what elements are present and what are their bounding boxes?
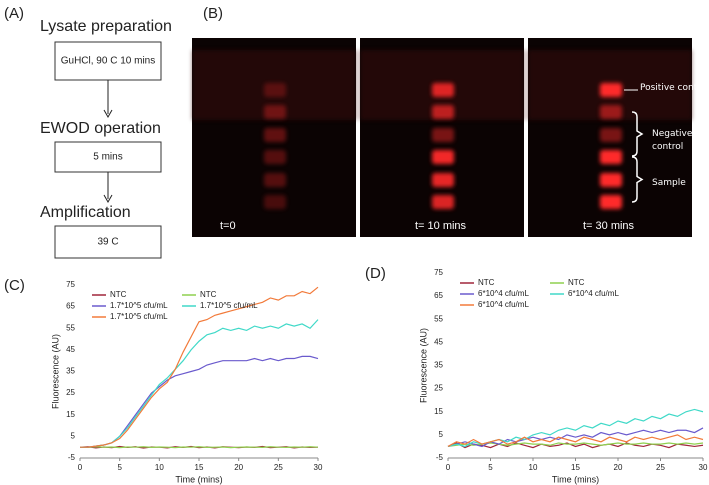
y-tick-label: 15 <box>66 410 75 419</box>
y-tick-label: 55 <box>434 314 443 323</box>
step-box-text: 39 C <box>97 237 118 248</box>
y-tick-label: 45 <box>434 337 443 346</box>
series-line <box>80 355 319 448</box>
x-tick-label: 10 <box>529 463 538 472</box>
legend-label: 6*10^4 cfu/mL <box>478 289 529 298</box>
y-tick-label: 75 <box>66 280 75 289</box>
droplet <box>264 195 286 209</box>
legend-label: 1.7*10^5 cfu/mL <box>200 301 258 310</box>
y-tick-label: 35 <box>66 367 75 376</box>
flowchart: Lysate preparation GuHCl, 90 C 10 mins E… <box>40 18 172 259</box>
droplet <box>432 195 454 209</box>
arrow-head <box>103 109 113 119</box>
step-box-text: GuHCl, 90 C 10 mins <box>61 56 155 67</box>
droplet <box>264 83 286 97</box>
x-tick-label: 30 <box>699 463 708 472</box>
series-line <box>79 446 319 449</box>
droplet <box>264 128 286 142</box>
x-tick-label: 20 <box>234 463 243 472</box>
bracket <box>631 156 644 203</box>
droplet <box>432 128 454 142</box>
x-tick-label: 0 <box>78 463 83 472</box>
step-box <box>54 225 162 259</box>
droplet <box>432 173 454 187</box>
annotation: Sample <box>652 178 686 188</box>
annotation: Negative control <box>652 129 693 152</box>
y-tick-label: 15 <box>434 407 443 416</box>
x-tick-label: 25 <box>274 463 283 472</box>
legend-label: NTC <box>110 290 127 299</box>
legend-label: NTC <box>568 278 585 287</box>
series-line <box>447 442 704 449</box>
droplet <box>264 105 286 119</box>
legend-label: 6*10^4 cfu/mL <box>478 300 529 309</box>
legend-label: NTC <box>478 278 495 287</box>
frame-label: t= 10 mins <box>415 220 467 232</box>
x-tick-label: 25 <box>656 463 665 472</box>
x-axis-label: Time (mins) <box>552 474 599 484</box>
y-axis-label: Fluorescence (AU) <box>50 334 60 409</box>
series-line <box>447 434 704 447</box>
series-line <box>80 286 319 448</box>
x-tick-label: 10 <box>155 463 164 472</box>
series-line <box>80 319 319 448</box>
y-tick-label: 35 <box>434 361 443 370</box>
x-tick-label: 0 <box>446 463 451 472</box>
panel-label: (B) <box>203 5 223 22</box>
y-tick-label: 65 <box>66 302 75 311</box>
droplet <box>600 173 622 187</box>
legend-label: 6*10^4 cfu/mL <box>568 289 619 298</box>
droplet <box>432 150 454 164</box>
image-panel: t=0 t= 10 mins t= 30 mins <box>192 38 692 237</box>
step-box <box>54 41 162 81</box>
y-tick-label: 55 <box>66 323 75 332</box>
y-tick-label: 5 <box>439 430 444 439</box>
frame-label: t= 30 mins <box>583 220 635 232</box>
y-tick-label: -5 <box>68 453 76 462</box>
annotation: Positive control <box>640 83 709 93</box>
series-line <box>447 408 704 448</box>
x-tick-label: 15 <box>195 463 204 472</box>
droplet <box>600 105 622 119</box>
panel-label: (D) <box>365 265 386 282</box>
step-title: EWOD operation <box>40 120 161 137</box>
droplet <box>600 83 622 97</box>
step-title: Lysate preparation <box>40 18 172 35</box>
x-tick-label: 20 <box>614 463 623 472</box>
y-tick-label: 25 <box>434 384 443 393</box>
bracket <box>631 111 644 157</box>
y-tick-label: -5 <box>436 453 444 462</box>
series-line <box>447 442 704 448</box>
arrow-head <box>103 194 113 204</box>
droplet <box>432 105 454 119</box>
x-tick-label: 15 <box>571 463 580 472</box>
legend-label: NTC <box>200 290 217 299</box>
y-tick-label: 5 <box>71 431 76 440</box>
y-tick-label: 75 <box>434 268 443 277</box>
droplet <box>264 150 286 164</box>
legend-label: 1.7*10^5 cfu/mL <box>110 312 168 321</box>
x-tick-label: 5 <box>117 463 122 472</box>
droplet <box>600 195 622 209</box>
x-tick-label: 5 <box>488 463 493 472</box>
panel-label: (C) <box>4 277 25 294</box>
droplet <box>600 150 622 164</box>
x-tick-label: 30 <box>314 463 323 472</box>
y-tick-label: 45 <box>66 345 75 354</box>
y-tick-label: 65 <box>434 291 443 300</box>
step-box-text: 5 mins <box>93 152 122 163</box>
y-tick-label: 25 <box>66 388 75 397</box>
frame-label: t=0 <box>220 220 236 232</box>
droplet <box>600 128 622 142</box>
x-axis-label: Time (mins) <box>175 474 222 484</box>
step-box <box>54 141 162 173</box>
droplet <box>264 173 286 187</box>
panel-label: (A) <box>4 5 24 22</box>
legend-label: 1.7*10^5 cfu/mL <box>110 301 168 310</box>
step-title: Amplification <box>40 204 131 221</box>
droplet <box>432 83 454 97</box>
y-axis-label: Fluorescence (AU) <box>418 328 428 403</box>
